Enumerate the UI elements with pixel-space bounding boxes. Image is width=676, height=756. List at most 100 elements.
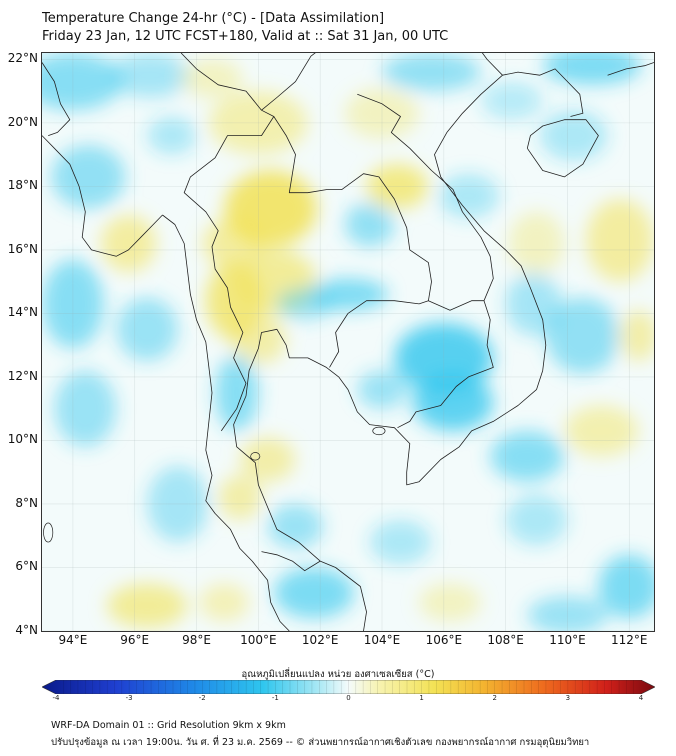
coastline-hainan	[526, 119, 599, 178]
cool-anomaly-25	[54, 370, 117, 447]
border-laos-thailand	[273, 116, 432, 301]
lat-label: 12°N	[7, 368, 38, 383]
cool-anomaly-43	[505, 272, 562, 336]
border-myanmar-east	[180, 53, 275, 432]
cool-anomaly-26	[147, 465, 209, 543]
colorbar-tick-label: 2	[492, 694, 497, 702]
footer-model-info: WRF-DA Domain 01 :: Grid Resolution 9km …	[51, 720, 286, 731]
lat-label: 20°N	[7, 114, 38, 129]
colorbar-tick-label: 0	[346, 694, 351, 702]
island-5	[372, 426, 386, 436]
border-cambodia-north	[347, 300, 484, 314]
temperature-change-map[interactable]	[42, 53, 654, 631]
warm-anomaly-8	[181, 59, 243, 98]
cool-anomaly-47	[437, 173, 500, 219]
warm-anomaly-33	[106, 583, 188, 628]
lat-label: 14°N	[7, 305, 38, 320]
cool-anomaly-21	[344, 202, 395, 247]
warm-anomaly-14	[230, 313, 287, 365]
temperature-field	[42, 53, 654, 631]
lon-label: 102°E	[301, 633, 339, 647]
map-panel[interactable]	[41, 52, 655, 632]
cool-anomaly-23	[42, 259, 104, 349]
island-4	[250, 452, 261, 461]
colorbar-tick-label: 4	[638, 694, 644, 702]
lon-label: 108°E	[487, 633, 524, 647]
colorbar-tick-label: 3	[565, 694, 571, 702]
coastline-southeast	[607, 62, 654, 76]
border-myanmar-india	[42, 62, 71, 136]
lon-label: 112°E	[611, 633, 648, 647]
map-subtitle: Friday 23 Jan, 12 UTC FCST+180, Valid at…	[42, 29, 449, 44]
cool-anomaly-2	[382, 53, 481, 92]
lon-label: 110°E	[549, 633, 586, 647]
cool-anomaly-32	[369, 519, 432, 565]
lat-label: 22°N	[7, 51, 38, 66]
cool-anomaly-5	[480, 81, 543, 120]
cool-anomaly-24	[116, 297, 178, 362]
cool-anomaly-38	[545, 297, 620, 374]
colorbar-tick-label: -2	[198, 694, 206, 702]
cool-anomaly-3	[542, 53, 642, 85]
lon-label: 100°E	[240, 633, 277, 647]
chart-title: Temperature Change 24-hr (°C) - [Data As…	[42, 10, 448, 46]
lat-label: 16°N	[7, 241, 38, 256]
cool-anomaly-19	[412, 373, 494, 431]
cool-anomaly-36	[490, 430, 565, 482]
cool-anomaly-17	[276, 288, 333, 320]
cool-anomaly-22	[51, 145, 126, 209]
coastline-andaman-east	[162, 214, 290, 631]
footer-credit: ปรับปรุงข้อมูล ณ เวลา 19:00น. วัน ศ. ที่…	[51, 737, 590, 748]
cool-anomaly-44	[598, 554, 654, 619]
coastline-myanmar-west	[42, 135, 163, 257]
colorbar-tick-label: -1	[271, 694, 279, 702]
colorbar	[41, 679, 656, 695]
warm-anomaly-34	[199, 583, 250, 622]
cool-anomaly-18	[394, 322, 494, 393]
warm-anomaly-41	[620, 310, 654, 362]
warm-anomaly-7	[344, 87, 420, 139]
colorbar-tick-label: -4	[52, 694, 60, 702]
map-gridlines	[42, 53, 654, 631]
cool-anomaly-0	[42, 53, 123, 111]
lon-label: 98°E	[182, 633, 211, 647]
lon-label: 106°E	[425, 633, 463, 647]
colorbar-tick-label: 1	[419, 694, 424, 702]
warm-anomaly-15	[100, 214, 157, 273]
border-cambodia-vietnam	[397, 300, 494, 429]
warm-anomaly-40	[508, 211, 565, 276]
cool-anomaly-31	[267, 503, 324, 549]
border-thailand-malaysia	[261, 551, 321, 572]
border-cambodia-west	[329, 313, 349, 368]
lat-label: 18°N	[7, 178, 38, 193]
cool-anomaly-20	[357, 370, 407, 409]
island-3	[43, 522, 54, 543]
warm-anomaly-29	[218, 475, 262, 520]
lon-label: 94°E	[58, 633, 88, 647]
colorbar-tick-label: -3	[125, 694, 133, 702]
lat-label: 6°N	[15, 559, 38, 574]
cool-anomaly-1	[110, 53, 191, 98]
warm-anomaly-35	[419, 583, 481, 622]
lat-label: 8°N	[15, 495, 38, 510]
border-laos-vietnam-inner	[357, 93, 494, 301]
lon-label: 104°E	[363, 633, 401, 647]
cool-anomaly-37	[505, 494, 568, 546]
map-title: Temperature Change 24-hr (°C) - [Data As…	[42, 11, 385, 26]
cool-anomaly-27	[215, 354, 259, 431]
cool-anomaly-45	[527, 596, 608, 631]
warm-anomaly-6	[208, 91, 308, 155]
warm-anomaly-28	[239, 437, 296, 482]
coastline-gulf-west	[233, 68, 584, 631]
warm-anomaly-9	[366, 164, 429, 209]
lat-label: 4°N	[15, 623, 38, 637]
cool-anomaly-30	[273, 567, 355, 619]
colorbar-title: อุณหภูมิเปลี่ยนแปลง หน่วย องศาเซลเซียส (…	[241, 669, 435, 680]
cool-anomaly-46	[147, 116, 197, 155]
lat-label: 10°N	[7, 432, 38, 447]
warm-anomaly-42	[564, 405, 639, 457]
lon-label: 96°E	[120, 633, 150, 647]
cool-anomaly-4	[539, 110, 608, 161]
warm-anomaly-39	[586, 199, 654, 282]
country-borders	[42, 53, 654, 631]
